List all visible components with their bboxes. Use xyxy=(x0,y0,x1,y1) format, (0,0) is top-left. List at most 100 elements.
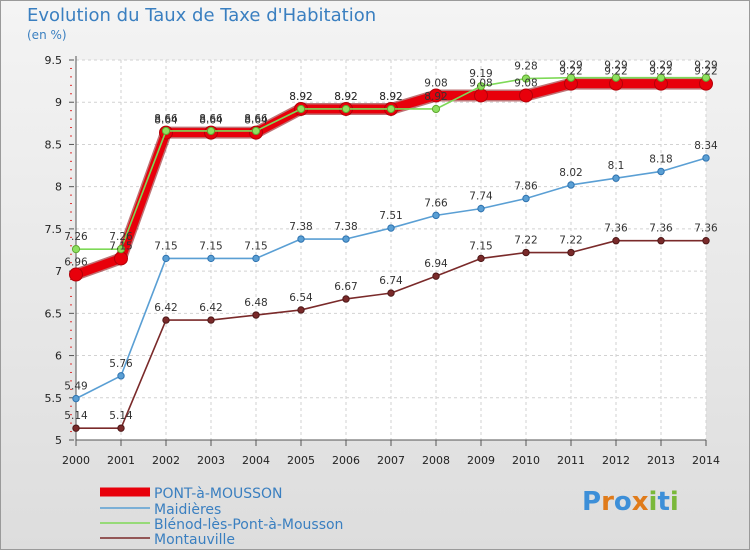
brand-letter: r xyxy=(601,487,614,517)
data-point xyxy=(342,235,350,243)
data-point xyxy=(117,372,125,380)
data-label: 9.29 xyxy=(694,60,717,72)
brand-logo: Proxiti xyxy=(582,487,679,517)
data-label: 8.92 xyxy=(379,91,402,103)
data-label: 7.66 xyxy=(424,197,448,209)
data-label: 8.64 xyxy=(199,115,223,127)
data-point xyxy=(342,295,350,303)
data-label: 5.76 xyxy=(109,358,133,370)
x-tick-label: 2007 xyxy=(377,454,405,467)
legend-label: Maidières xyxy=(154,502,221,518)
data-point xyxy=(657,237,665,245)
data-point xyxy=(162,316,170,324)
data-point xyxy=(612,174,620,182)
data-label: 8.18 xyxy=(649,153,672,165)
data-point xyxy=(387,224,395,232)
x-tick-label: 2003 xyxy=(197,454,225,467)
data-point xyxy=(522,248,530,257)
data-point xyxy=(477,254,485,263)
data-point xyxy=(521,74,531,83)
x-tick-label: 2004 xyxy=(242,454,270,467)
data-point xyxy=(72,424,80,432)
data-label: 7.15 xyxy=(154,240,177,252)
data-point xyxy=(297,235,305,243)
legend-label: PONT-à-MOUSSON xyxy=(154,486,283,502)
data-point xyxy=(114,251,128,266)
data-label: 7.26 xyxy=(64,231,88,243)
data-point xyxy=(252,311,260,319)
x-tick-label: 2001 xyxy=(107,454,135,467)
data-label: 7.26 xyxy=(109,231,133,243)
data-point xyxy=(432,211,440,220)
data-point xyxy=(207,254,215,263)
data-point xyxy=(162,254,170,263)
data-point xyxy=(567,248,575,257)
data-point xyxy=(387,289,395,297)
data-point xyxy=(477,204,485,213)
data-point xyxy=(206,126,216,136)
y-axis-unit: (en %) xyxy=(27,28,67,42)
data-label: 8.92 xyxy=(289,91,312,103)
data-label: 6.67 xyxy=(334,281,357,293)
data-label: 9.08 xyxy=(514,77,537,89)
legend-label: Blénod-lès-Pont-à-Mousson xyxy=(154,517,343,533)
y-tick-label: 7.5 xyxy=(45,223,63,236)
grid xyxy=(75,59,707,441)
data-label: 9.29 xyxy=(604,60,627,72)
data-point xyxy=(611,73,621,82)
data-point xyxy=(207,316,215,324)
data-label: 8.64 xyxy=(154,115,178,127)
data-point xyxy=(567,181,575,189)
data-label: 7.38 xyxy=(334,221,357,233)
y-tick-label: 6.5 xyxy=(45,307,63,320)
data-label: 8.92 xyxy=(334,91,357,103)
data-label: 6.94 xyxy=(424,258,448,270)
data-point xyxy=(432,272,440,280)
data-label: 8.1 xyxy=(608,160,625,172)
x-tick-label: 2013 xyxy=(647,454,675,467)
data-point xyxy=(251,126,261,136)
data-label: 7.51 xyxy=(379,210,402,222)
data-label: 8.92 xyxy=(379,91,402,103)
data-point xyxy=(252,254,260,263)
data-label: 9.22 xyxy=(559,66,582,78)
data-point xyxy=(116,245,126,254)
data-label: 9.22 xyxy=(649,66,672,78)
data-label: 5.14 xyxy=(64,410,88,422)
axes: 5 5.5 6 6.5 7 7.5 8 8.5 9 9.5 2000 2001 2002 2003 2004… xyxy=(45,54,721,467)
data-point xyxy=(612,237,620,245)
plot-area xyxy=(76,60,706,440)
data-label: 9.08 xyxy=(469,77,492,89)
data-label: 7.15 xyxy=(469,240,492,252)
data-label: 6.42 xyxy=(154,302,177,314)
data-label: 8.66 xyxy=(244,113,268,125)
brand-letter: o xyxy=(613,487,632,517)
data-point xyxy=(476,82,486,91)
brand-letter: t xyxy=(657,487,670,517)
data-label: 7.22 xyxy=(559,235,582,247)
data-point xyxy=(161,126,171,136)
y-tick-label: 9 xyxy=(55,96,62,109)
data-label: 9.19 xyxy=(469,68,492,80)
data-labels: 6.96 7.15 8.64 8.64 8.64 8.92 8.92 8.92 9.08 9.08… xyxy=(64,60,718,422)
y-tick-label: 5 xyxy=(55,434,62,447)
data-point xyxy=(566,73,576,82)
data-label: 7.36 xyxy=(649,223,673,235)
data-label: 7.15 xyxy=(109,240,132,252)
data-point xyxy=(297,306,305,314)
data-point xyxy=(519,88,533,103)
x-tick-label: 2000 xyxy=(62,454,90,467)
y-tick-label: 9.5 xyxy=(45,54,63,67)
data-point xyxy=(702,237,710,245)
data-label: 8.66 xyxy=(154,113,178,125)
data-label: 7.74 xyxy=(469,191,493,203)
data-label: 6.54 xyxy=(289,292,313,304)
data-label: 7.15 xyxy=(244,240,267,252)
data-label: 9.22 xyxy=(604,66,627,78)
y-tick-label: 8.5 xyxy=(45,138,63,151)
data-label: 7.22 xyxy=(514,235,537,247)
x-tick-label: 2014 xyxy=(692,454,720,467)
data-point xyxy=(429,88,443,103)
y-tick-label: 7 xyxy=(55,265,62,278)
